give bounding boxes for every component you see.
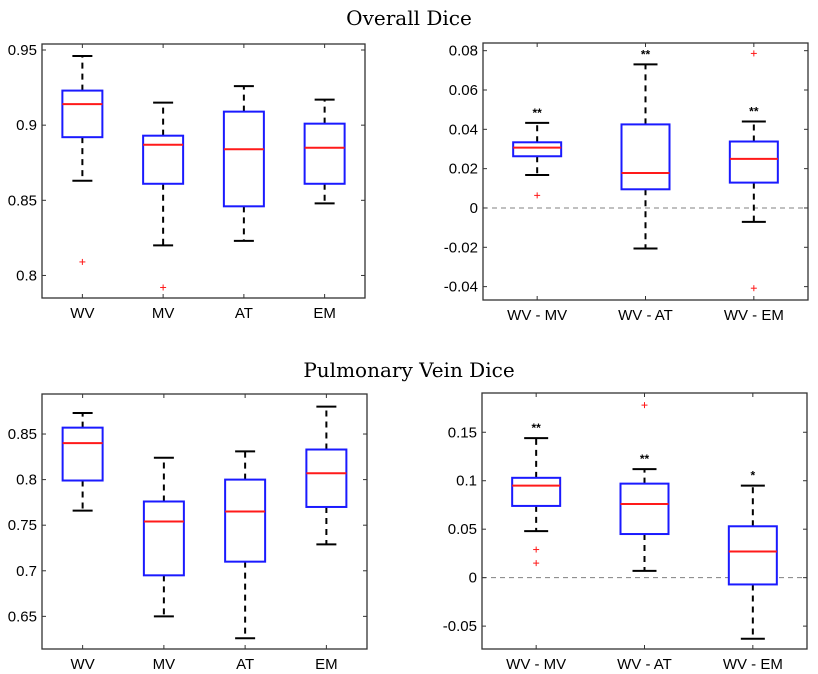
significance-marker: **: [532, 106, 542, 120]
outlier-marker: [750, 285, 757, 292]
outlier-marker: [533, 546, 540, 553]
x-tick-label: AT: [235, 305, 253, 322]
iqr-box: [224, 478, 267, 563]
x-tick-label: WV - MV: [507, 307, 567, 324]
y-tick-label: -0.04: [444, 279, 478, 296]
iqr-box: [142, 500, 185, 577]
box-wv: [61, 412, 104, 512]
x-tick-label: EM: [313, 305, 336, 322]
outlier-marker: [533, 560, 540, 567]
significance-marker: *: [750, 469, 755, 483]
x-tick-label: WV - MV: [506, 656, 566, 673]
y-tick-label: 0: [469, 570, 477, 587]
x-tick-label: WV - AT: [617, 656, 672, 673]
y-tick-label: 0.05: [448, 521, 477, 538]
y-tick-label: -0.02: [444, 239, 478, 256]
iqr-box: [305, 448, 348, 508]
iqr-box: [142, 134, 185, 185]
iqr-box: [727, 525, 778, 586]
y-tick-label: 0.85: [8, 426, 37, 443]
x-tick-label: WV: [71, 656, 95, 673]
outlier-marker: [750, 50, 757, 57]
significance-marker: **: [531, 421, 541, 435]
y-tick-label: 0.15: [448, 424, 477, 441]
panel-overall-differences: -0.04 -0.02 0 0.02 0.04 0.06 0.08 WV - MV WV - A…: [444, 42, 809, 324]
axes-frame: [41, 393, 368, 650]
panel-pv-methods: 0.65 0.7 0.75 0.8 0.85 WV MV AT EM: [8, 393, 368, 673]
iqr-box: [61, 89, 104, 139]
box-wv-mv: **: [512, 106, 563, 199]
y-tick-label: 0.9: [16, 117, 37, 134]
outlier-marker: [79, 258, 86, 265]
y-tick-label: 0.02: [449, 161, 478, 178]
y-tick-label: 0.06: [449, 82, 478, 99]
y-tick-label: 0.85: [8, 192, 37, 209]
y-tick-label: -0.05: [443, 618, 477, 635]
axes-frame: [481, 392, 808, 650]
x-tick-label: WV: [70, 305, 94, 322]
outlier-marker: [534, 192, 541, 199]
outlier-marker: [160, 284, 167, 291]
y-tick-label: 0.1: [456, 473, 477, 490]
iqr-box: [620, 123, 671, 191]
iqr-box: [222, 110, 265, 208]
y-tick-label: 0.08: [449, 43, 478, 60]
box-wv-at: **: [620, 47, 671, 250]
iqr-box: [512, 141, 563, 158]
significance-marker: **: [641, 47, 651, 61]
y-tick-label: 0: [470, 200, 478, 217]
y-tick-label: 0.8: [16, 267, 37, 284]
y-tick-label: 0.65: [8, 608, 37, 625]
x-tick-label: MV: [153, 656, 176, 673]
x-tick-label: WV - EM: [723, 656, 783, 673]
overall-dice-title: Overall Dice: [346, 6, 472, 30]
significance-marker: **: [749, 104, 759, 118]
iqr-box: [728, 140, 779, 184]
box-em: [303, 98, 346, 205]
y-tick-label: 0.7: [16, 563, 37, 580]
box-wv: [61, 55, 104, 265]
box-em: [305, 405, 348, 546]
x-tick-label: EM: [315, 656, 338, 673]
y-tick-label: 0.8: [16, 472, 37, 489]
box-wv-at: **: [619, 402, 670, 572]
box-wv-em: **: [728, 50, 779, 292]
axes-frame: [482, 42, 809, 301]
significance-marker: **: [640, 452, 650, 466]
iqr-box: [619, 482, 670, 536]
box-mv: [142, 456, 185, 618]
axes-frame: [41, 43, 366, 299]
y-tick-label: 0.95: [8, 42, 37, 59]
panel-overall-methods: 0.8 0.85 0.9 0.95 WV MV AT EM: [8, 42, 366, 322]
box-wv-mv: **: [511, 421, 562, 567]
x-tick-label: WV - EM: [724, 307, 784, 324]
pulmonary-vein-dice-title: Pulmonary Vein Dice: [303, 358, 515, 382]
y-tick-label: 0.75: [8, 517, 37, 534]
box-mv: [142, 101, 185, 291]
iqr-box: [303, 122, 346, 185]
x-tick-label: MV: [152, 305, 175, 322]
box-at: [222, 85, 265, 242]
box-at: [224, 450, 267, 640]
x-tick-label: WV - AT: [618, 307, 673, 324]
x-tick-label: AT: [236, 656, 254, 673]
box-wv-em: *: [727, 469, 778, 640]
iqr-box: [511, 476, 562, 507]
outlier-marker: [641, 402, 648, 409]
y-tick-label: 0.04: [449, 121, 478, 138]
iqr-box: [61, 426, 104, 482]
